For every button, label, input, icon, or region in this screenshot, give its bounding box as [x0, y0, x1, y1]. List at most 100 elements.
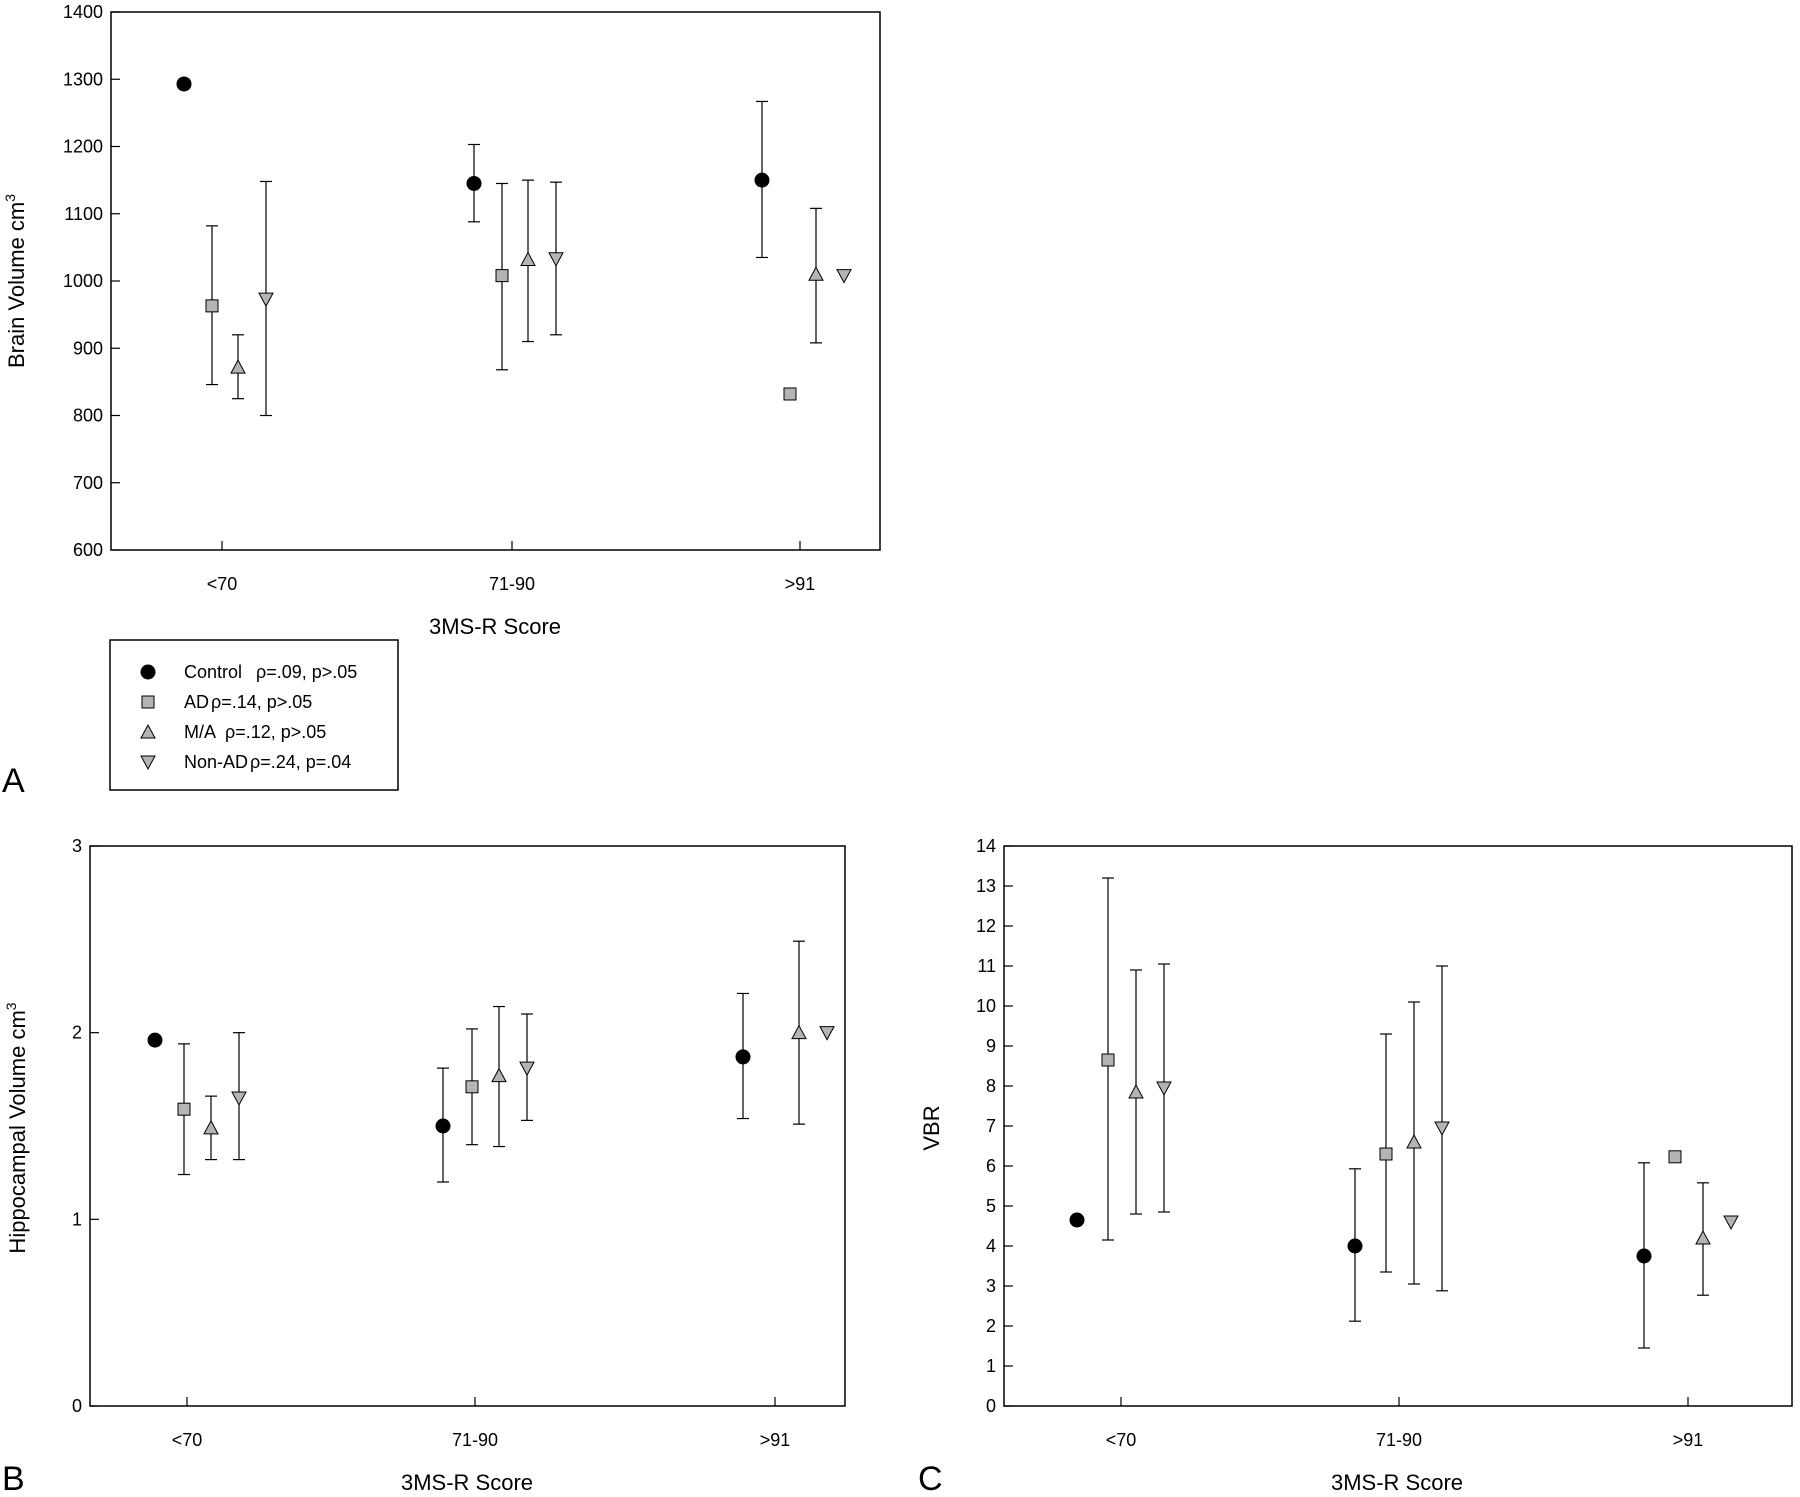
- legend-frame: [109, 639, 399, 791]
- plot-frame: [89, 845, 846, 1407]
- marker-control: [1347, 1238, 1363, 1254]
- y-tick-label: 14: [976, 836, 996, 856]
- plot-frame: [1003, 845, 1793, 1407]
- y-tick-label: 11: [977, 956, 996, 976]
- marker-ad: [177, 1102, 191, 1116]
- y-tick-label: 6: [986, 1156, 996, 1176]
- marker-m-a: [491, 1067, 507, 1083]
- marker-non-ad: [836, 269, 852, 284]
- y-tick-label: 0: [986, 1396, 996, 1416]
- marker-ad: [141, 695, 155, 709]
- y-axis-title: VBR: [919, 1105, 944, 1150]
- x-tick-label: 71-90: [452, 1430, 498, 1450]
- x-axis-title: 3MS-R Score: [401, 1470, 533, 1495]
- y-tick-label: 1000: [63, 271, 103, 291]
- marker-control: [754, 172, 770, 188]
- y-tick-label: 900: [73, 338, 103, 358]
- marker-control: [176, 76, 192, 92]
- y-axis-title: Hippocampal Volume cm3: [3, 1002, 30, 1253]
- marker-control: [140, 664, 156, 680]
- marker-control: [147, 1032, 163, 1048]
- marker-non-ad: [819, 1026, 835, 1041]
- x-tick-label: 71-90: [489, 574, 535, 594]
- y-tick-label: 12: [976, 916, 996, 936]
- x-tick-label: <70: [172, 1430, 203, 1450]
- y-tick-label: 10: [976, 996, 996, 1016]
- legend-entries: Control ρ=.09, p>.05 AD ρ=.14, p>.05 M/A ρ=.1…: [140, 662, 357, 772]
- legend-stat: ρ=.14, p>.05: [211, 692, 312, 712]
- y-axis: 600 700 800 900 1000 1100 1200 1300 1400: [63, 2, 120, 560]
- marker-m-a: [140, 723, 156, 739]
- x-axis-title: 3MS-R Score: [429, 614, 561, 639]
- y-tick-label: 700: [73, 473, 103, 493]
- legend: Control ρ=.09, p>.05 AD ρ=.14, p>.05 M/A ρ=.1…: [109, 639, 399, 791]
- y-tick-label: 3: [986, 1276, 996, 1296]
- y-tick-label: 9: [986, 1036, 996, 1056]
- y-tick-label: 7: [986, 1116, 996, 1136]
- y-tick-label: 5: [986, 1196, 996, 1216]
- x-axis: <70 71-90 >91: [207, 541, 816, 594]
- legend-label: Control: [184, 662, 242, 682]
- x-tick-label: >91: [760, 1430, 791, 1450]
- legend-stat: ρ=.24, p=.04: [250, 752, 351, 772]
- x-axis: <70 71-90 >91: [1106, 1397, 1704, 1450]
- y-tick-label: 1400: [63, 2, 103, 22]
- y-tick-label: 1: [986, 1356, 996, 1376]
- marker-ad: [495, 269, 509, 283]
- marker-ad: [465, 1080, 479, 1094]
- x-axis: <70 71-90 >91: [172, 1397, 791, 1450]
- marker-control: [435, 1118, 451, 1134]
- x-tick-label: >91: [785, 574, 816, 594]
- y-tick-label: 3: [72, 836, 82, 856]
- marker-m-a: [203, 1119, 219, 1135]
- marker-non-ad: [140, 755, 156, 771]
- marker-m-a: [1128, 1083, 1144, 1099]
- legend-stat: ρ=.12, p>.05: [225, 722, 326, 742]
- legend-label: AD: [184, 692, 209, 712]
- marker-control: [466, 175, 482, 191]
- marker-ad: [205, 299, 219, 313]
- marker-non-ad: [548, 252, 564, 267]
- y-tick-label: 2: [986, 1316, 996, 1336]
- y-axis: 0 1 2 3: [72, 836, 99, 1416]
- marker-m-a: [520, 251, 536, 266]
- data-marks: [176, 76, 852, 417]
- y-tick-label: 1: [72, 1209, 82, 1229]
- data-marks: [147, 940, 835, 1183]
- x-tick-label: <70: [207, 574, 238, 594]
- marker-non-ad: [1434, 1121, 1450, 1137]
- panel-letter: A: [2, 762, 25, 800]
- marker-m-a: [808, 266, 824, 281]
- marker-non-ad: [519, 1061, 535, 1077]
- marker-non-ad: [1156, 1081, 1172, 1097]
- y-tick-label: 1300: [63, 69, 103, 89]
- marker-non-ad: [258, 292, 274, 308]
- y-tick-label: 600: [73, 540, 103, 560]
- y-tick-label: 4: [986, 1236, 996, 1256]
- y-tick-label: 2: [72, 1023, 82, 1043]
- marker-control: [735, 1049, 751, 1065]
- x-tick-label: 71-90: [1376, 1430, 1422, 1450]
- marker-control: [1636, 1248, 1652, 1264]
- marker-ad: [783, 387, 797, 401]
- marker-m-a: [230, 359, 246, 374]
- panel-b-chart: 0 1 2 3 <70 71-90 >91 3MS-R Score Hippocampal…: [2, 836, 846, 1497]
- marker-ad: [1101, 1053, 1115, 1067]
- data-marks: [1069, 877, 1739, 1349]
- y-tick-label: 800: [73, 406, 103, 426]
- y-tick-label: 8: [986, 1076, 996, 1096]
- x-tick-label: >91: [1673, 1430, 1704, 1450]
- x-axis-title: 3MS-R Score: [1331, 1470, 1463, 1495]
- x-tick-label: <70: [1106, 1430, 1137, 1450]
- legend-stat: ρ=.09, p>.05: [256, 662, 357, 682]
- marker-m-a: [1695, 1229, 1711, 1245]
- legend-label: M/A: [184, 722, 216, 742]
- y-tick-label: 0: [72, 1396, 82, 1416]
- marker-ad: [1668, 1150, 1682, 1164]
- y-axis-title: Brain Volume cm3: [2, 194, 29, 368]
- y-tick-label: 1100: [64, 204, 103, 224]
- marker-ad: [1379, 1147, 1393, 1161]
- legend-label: Non-AD: [184, 752, 248, 772]
